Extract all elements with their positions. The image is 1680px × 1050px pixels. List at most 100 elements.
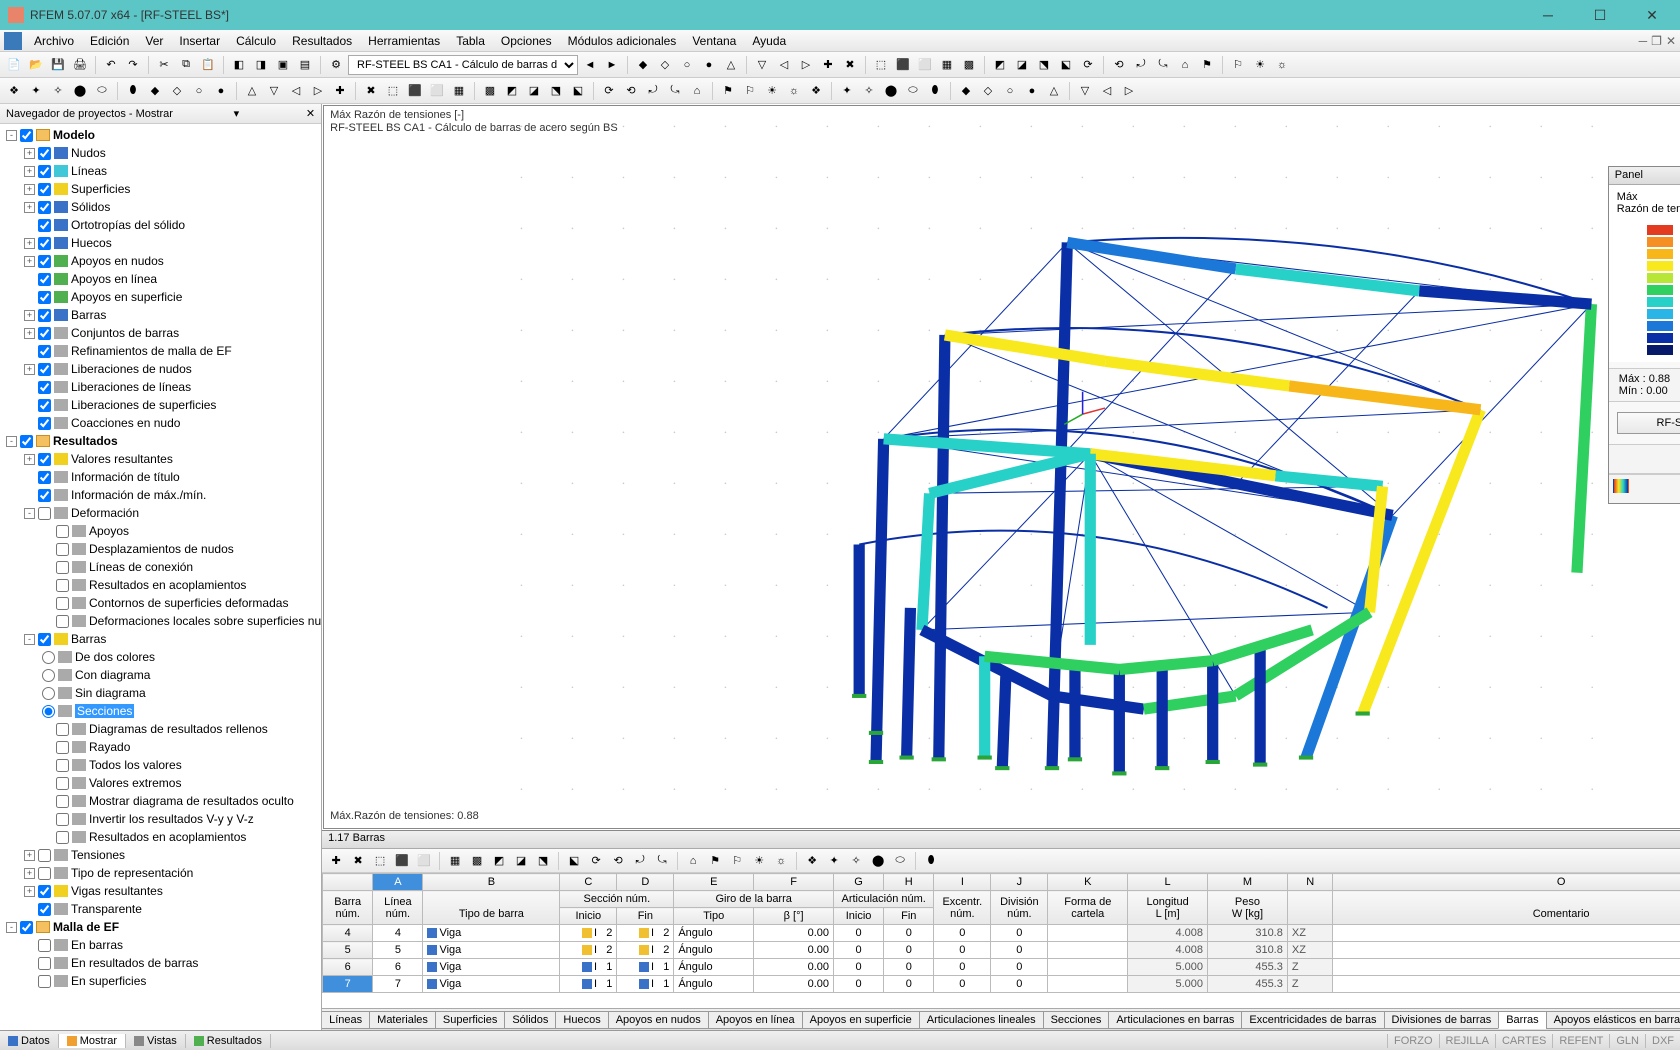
tree-checkbox[interactable]	[56, 525, 69, 538]
tb-x32-icon[interactable]: ⬭	[92, 81, 112, 101]
table-row[interactable]: 5 5 Viga I 2 I 2 Ángulo 0.00 0000 4.008 …	[323, 942, 1680, 959]
tree-item[interactable]: - Resultados	[0, 432, 321, 450]
status-tab[interactable]: Vistas	[126, 1034, 186, 1048]
tree-checkbox[interactable]	[38, 867, 51, 880]
table-tab[interactable]: Líneas	[322, 1011, 370, 1029]
tree-item[interactable]: Liberaciones de líneas	[0, 378, 321, 396]
tree-radio[interactable]	[42, 687, 55, 700]
tree-expander[interactable]	[24, 940, 35, 951]
tree-checkbox[interactable]	[38, 255, 51, 268]
tb-redo-icon[interactable]: ↷	[123, 55, 143, 75]
menu-edición[interactable]: Edición	[82, 32, 137, 50]
tb-calc-icon[interactable]: ⚙	[326, 55, 346, 75]
tree-checkbox[interactable]	[38, 363, 51, 376]
tb-x84-icon[interactable]: ◪	[511, 851, 531, 871]
tb-x67-icon[interactable]: ⬮	[925, 81, 945, 101]
tb-x16-icon[interactable]: ◪	[1012, 55, 1032, 75]
tree-checkbox[interactable]	[38, 885, 51, 898]
tree-expander[interactable]	[42, 580, 53, 591]
tb-i1-icon[interactable]: ◧	[229, 55, 249, 75]
tree-item[interactable]: Apoyos en superficie	[0, 288, 321, 306]
status-indicator[interactable]: FORZO	[1387, 1034, 1439, 1048]
tree-checkbox[interactable]	[38, 201, 51, 214]
tree-checkbox[interactable]	[38, 903, 51, 916]
tb-x25-icon[interactable]: ⚐	[1228, 55, 1248, 75]
tree-expander[interactable]	[24, 274, 35, 285]
tree-item[interactable]: - Malla de EF	[0, 918, 321, 936]
tb-x46-icon[interactable]: ⬜	[427, 81, 447, 101]
tb-x40-icon[interactable]: ◁	[286, 81, 306, 101]
menu-herramientas[interactable]: Herramientas	[360, 32, 448, 50]
table-row[interactable]: 4 4 Viga I 2 I 2 Ángulo 0.00 0000 4.008 …	[323, 925, 1680, 942]
tree-checkbox[interactable]	[56, 741, 69, 754]
tb-x22-icon[interactable]: ⤿	[1153, 55, 1173, 75]
tree-checkbox[interactable]	[38, 507, 51, 520]
col-letter[interactable]: H	[884, 874, 934, 891]
tree-item[interactable]: En resultados de barras	[0, 954, 321, 972]
tb-x31-icon[interactable]: ⬤	[70, 81, 90, 101]
menu-resultados[interactable]: Resultados	[284, 32, 360, 50]
tb-x60-icon[interactable]: ☀	[762, 81, 782, 101]
status-tab[interactable]: Resultados	[186, 1034, 271, 1048]
tree-expander[interactable]: +	[24, 256, 35, 267]
menu-insertar[interactable]: Insertar	[171, 32, 228, 50]
tb-x64-icon[interactable]: ✧	[859, 81, 879, 101]
tree-item[interactable]: + Apoyos en nudos	[0, 252, 321, 270]
tb-x44-icon[interactable]: ⬚	[383, 81, 403, 101]
tb-x101-icon[interactable]: ⬮	[921, 851, 941, 871]
tree-item[interactable]: Líneas de conexión	[0, 558, 321, 576]
tb-x69-icon[interactable]: ◇	[978, 81, 998, 101]
tree-item[interactable]: + Conjuntos de barras	[0, 324, 321, 342]
tb-x66-icon[interactable]: ⬭	[903, 81, 923, 101]
table-tab[interactable]: Apoyos en nudos	[608, 1011, 709, 1029]
tree-expander[interactable]: +	[24, 148, 35, 159]
tree-checkbox[interactable]	[38, 939, 51, 952]
tree-item[interactable]: + Nudos	[0, 144, 321, 162]
tb-x87-icon[interactable]: ⟳	[586, 851, 606, 871]
col-letter[interactable]: I	[934, 874, 991, 891]
tree-expander[interactable]	[24, 904, 35, 915]
tree-expander[interactable]: -	[6, 436, 17, 447]
tb-x90-icon[interactable]: ⤿	[652, 851, 672, 871]
tb-x100-icon[interactable]: ⬭	[890, 851, 910, 871]
tb-x85-icon[interactable]: ⬔	[533, 851, 553, 871]
tree-expander[interactable]: +	[24, 202, 35, 213]
tree-item[interactable]: Con diagrama	[0, 666, 321, 684]
col-letter[interactable]: K	[1048, 874, 1128, 891]
tree-expander[interactable]	[42, 724, 53, 735]
col-letter[interactable]: A	[373, 874, 423, 891]
col-letter[interactable]: C	[560, 874, 617, 891]
tree-item[interactable]: + Vigas resultantes	[0, 882, 321, 900]
tb-x29-icon[interactable]: ✦	[26, 81, 46, 101]
menu-ayuda[interactable]: Ayuda	[744, 32, 794, 50]
tree-checkbox[interactable]	[20, 129, 33, 142]
tree-checkbox[interactable]	[38, 975, 51, 988]
tree-checkbox[interactable]	[56, 579, 69, 592]
tree-expander[interactable]	[42, 742, 53, 753]
tb-x9-icon[interactable]: ✖	[840, 55, 860, 75]
tree-checkbox[interactable]	[56, 597, 69, 610]
tb-undo-icon[interactable]: ↶	[101, 55, 121, 75]
table-tab[interactable]: Barras	[1498, 1011, 1546, 1029]
table-tab[interactable]: Divisiones de barras	[1384, 1011, 1500, 1029]
tb-x73-icon[interactable]: ▽	[1075, 81, 1095, 101]
tb-x50-icon[interactable]: ◪	[524, 81, 544, 101]
tb-open-icon[interactable]: 📂	[26, 55, 46, 75]
tree-checkbox[interactable]	[38, 273, 51, 286]
table-tab[interactable]: Sólidos	[504, 1011, 556, 1029]
menu-ver[interactable]: Ver	[137, 32, 171, 50]
table-tab[interactable]: Apoyos en línea	[708, 1011, 803, 1029]
tb-x89-icon[interactable]: ⤾	[630, 851, 650, 871]
table-tab[interactable]: Apoyos elásticos en barra	[1546, 1011, 1680, 1029]
tb-x2-icon[interactable]: ○	[677, 55, 697, 75]
tb-x30-icon[interactable]: ✧	[48, 81, 68, 101]
status-indicator[interactable]: DXF	[1645, 1034, 1680, 1048]
tree-checkbox[interactable]	[20, 921, 33, 934]
tree-expander[interactable]: +	[24, 364, 35, 375]
tree-expander[interactable]: +	[24, 454, 35, 465]
tb-x10-icon[interactable]: ⬚	[871, 55, 891, 75]
col-letter[interactable]: N	[1287, 874, 1333, 891]
tree-item[interactable]: Ortotropías del sólido	[0, 216, 321, 234]
tb-x76-icon[interactable]: ✚	[326, 851, 346, 871]
tb-x34-icon[interactable]: ◆	[145, 81, 165, 101]
